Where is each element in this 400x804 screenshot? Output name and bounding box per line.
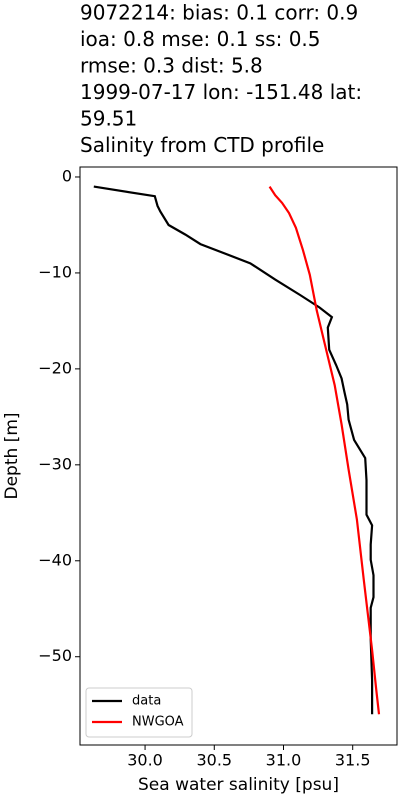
chart-title: 9072214: bias: 0.1 corr: 0.9 [80,1,358,25]
plot-frame [79,166,398,746]
x-axis-label: Sea water salinity [psu] [138,775,339,795]
chart-title: 59.51 [80,107,137,131]
y-tick-label: −10 [38,262,72,281]
y-tick-label: 0 [62,166,72,185]
legend-label: data [132,694,161,709]
chart-title: Salinity from CTD profile [80,133,324,157]
data-line [93,185,375,715]
x-tick-label: 31.5 [335,751,371,770]
x-tick-label: 30.5 [196,751,232,770]
y-tick-label: −20 [38,358,72,377]
y-tick-label: −40 [38,550,72,569]
y-tick-label: −50 [38,646,72,665]
x-tick-label: 31.0 [266,751,302,770]
x-tick-label: 30.0 [127,751,163,770]
chart-title: ioa: 0.8 mse: 0.1 ss: 0.5 [80,27,321,51]
y-axis-label: Depth [m] [2,412,22,499]
chart-title: rmse: 0.3 dist: 5.8 [80,54,263,78]
y-tick-label: −30 [38,454,72,473]
chart-title: 1999-07-17 lon: -151.48 lat: [80,80,362,104]
data-line [268,185,381,715]
legend-label: NWGOA [132,715,184,730]
